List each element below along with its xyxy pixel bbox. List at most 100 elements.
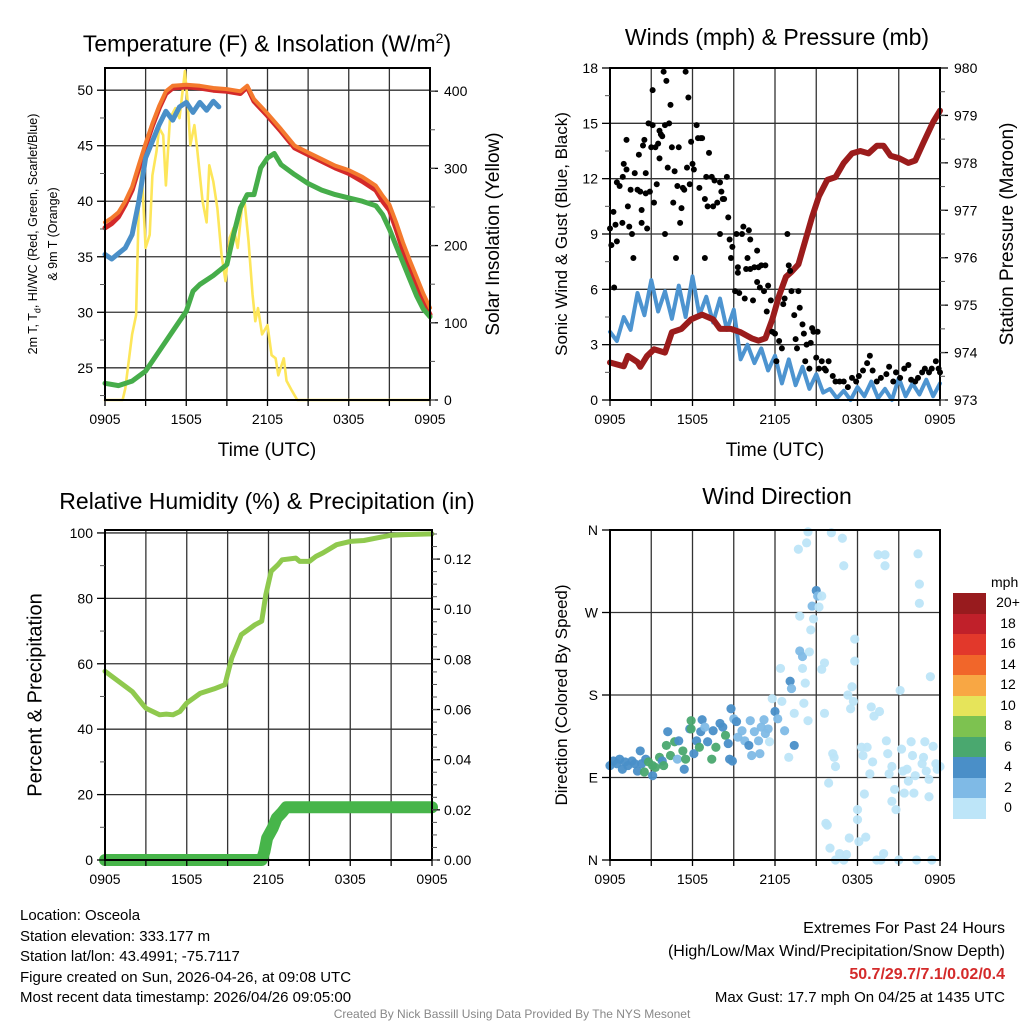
gust-point xyxy=(844,384,851,391)
gust-point xyxy=(638,219,645,226)
right-y-tick-label: 0.12 xyxy=(444,551,471,567)
wind-direction-point xyxy=(749,727,759,737)
wind-direction-point xyxy=(879,848,889,859)
y-tick-label: 40 xyxy=(77,193,93,209)
x-tick-label: 2105 xyxy=(759,411,790,427)
gust-point xyxy=(773,358,780,365)
gust-point xyxy=(754,278,761,285)
wind-direction-point xyxy=(672,754,682,764)
wind-direction-point xyxy=(753,736,764,746)
x-tick-label: 1505 xyxy=(171,871,202,887)
gust-point xyxy=(682,68,689,75)
x-tick-label: 1505 xyxy=(677,411,708,427)
wind-y-axis-label: Sonic Wind & Gust (Blue, Black) xyxy=(552,112,571,356)
wind-direction-point xyxy=(902,764,912,774)
wind-direction-point xyxy=(731,716,742,727)
wind-direction-point xyxy=(686,716,696,726)
gust-point xyxy=(873,378,880,385)
gust-point xyxy=(711,177,718,184)
extremes-title: Extremes For Past 24 Hours xyxy=(803,920,1005,937)
wind-direction-point xyxy=(797,663,808,674)
wind-direction-point xyxy=(674,736,684,746)
right-y-tick-label: 100 xyxy=(444,315,468,331)
gust-point xyxy=(792,336,799,343)
gust-point xyxy=(686,181,693,188)
wind-direction-point xyxy=(841,849,852,860)
gust-point xyxy=(668,144,675,151)
x-tick-label: 0905 xyxy=(414,411,445,427)
wind-direction-point xyxy=(829,752,839,762)
gust-point xyxy=(886,363,893,370)
wind-direction-point xyxy=(678,746,688,756)
wind-direction-point xyxy=(737,726,747,736)
gust-point xyxy=(776,337,783,344)
wind-direction-point xyxy=(789,740,799,751)
legend-label: 18 xyxy=(1000,614,1016,631)
wind-direction-point xyxy=(639,767,649,777)
gust-point xyxy=(747,236,754,243)
gust-point xyxy=(681,186,688,193)
gust-point xyxy=(877,374,884,381)
y-tick-label: 60 xyxy=(77,656,93,672)
wind-direction-point xyxy=(707,754,717,764)
x-tick-label: 0905 xyxy=(89,411,120,427)
wind-direction-point xyxy=(799,698,809,708)
gust-point xyxy=(864,360,871,367)
wind-direction-point xyxy=(814,602,824,612)
wind-direction-point xyxy=(759,715,769,725)
gust-point xyxy=(667,101,674,108)
y-tick-label: 80 xyxy=(77,590,93,606)
right-y-tick-label: 200 xyxy=(444,238,468,254)
y-tick-label: 18 xyxy=(582,60,598,76)
gust-point xyxy=(619,173,626,180)
wind-direction-point xyxy=(708,726,718,736)
wind-direction-point xyxy=(745,716,755,726)
gust-point xyxy=(629,231,635,237)
gust-point xyxy=(689,160,696,167)
gust-point xyxy=(704,203,711,210)
wind-direction-point xyxy=(825,843,835,853)
gust-point xyxy=(612,221,619,228)
wind-direction-point xyxy=(659,760,669,771)
wind-direction-point xyxy=(663,727,673,737)
wind-direction-point xyxy=(793,544,803,554)
wind-direction-point xyxy=(854,837,864,847)
right-y-tick-label: 0.10 xyxy=(444,601,471,617)
wind-direction-point xyxy=(785,676,795,686)
wind-direction-point xyxy=(700,722,710,732)
wind-direction-point xyxy=(925,672,935,682)
right-y-tick-label: 0.04 xyxy=(444,752,471,768)
gust-point xyxy=(623,166,630,173)
gust-point xyxy=(637,188,644,195)
max-gust-text: Max Gust: 17.7 mph On 04/25 at 1435 UTC xyxy=(714,989,1005,1006)
gust-point xyxy=(677,219,684,226)
gust-point xyxy=(656,155,663,162)
gust-point xyxy=(794,345,800,352)
legend-swatch xyxy=(953,757,986,778)
gust-point xyxy=(822,367,829,374)
gust-point xyxy=(644,225,651,232)
gust-point xyxy=(818,358,825,365)
wind-direction-point xyxy=(648,771,658,781)
y-tick-label: S xyxy=(589,687,598,703)
wind-direction-point xyxy=(868,757,878,767)
gust-point xyxy=(860,367,866,374)
wind-direction-point xyxy=(681,754,691,764)
wind-direction-point xyxy=(780,726,790,736)
right-y-tick-label: 0.06 xyxy=(444,702,471,718)
wind-direction-point xyxy=(890,784,900,795)
gust-point xyxy=(710,203,717,210)
wind-direction-point xyxy=(802,538,812,548)
gust-point xyxy=(651,199,657,206)
gust-point xyxy=(788,288,795,295)
series-precipitation xyxy=(99,801,438,866)
gust-point xyxy=(767,297,774,304)
x-tick-label: 2105 xyxy=(253,871,284,887)
series-td xyxy=(102,151,433,389)
gust-point xyxy=(610,208,617,215)
gust-point xyxy=(666,120,673,127)
right-y-tick-label: 980 xyxy=(954,60,978,76)
wind-direction-point xyxy=(819,658,830,668)
wind-direction-point xyxy=(846,704,856,714)
gust-point xyxy=(762,262,769,269)
